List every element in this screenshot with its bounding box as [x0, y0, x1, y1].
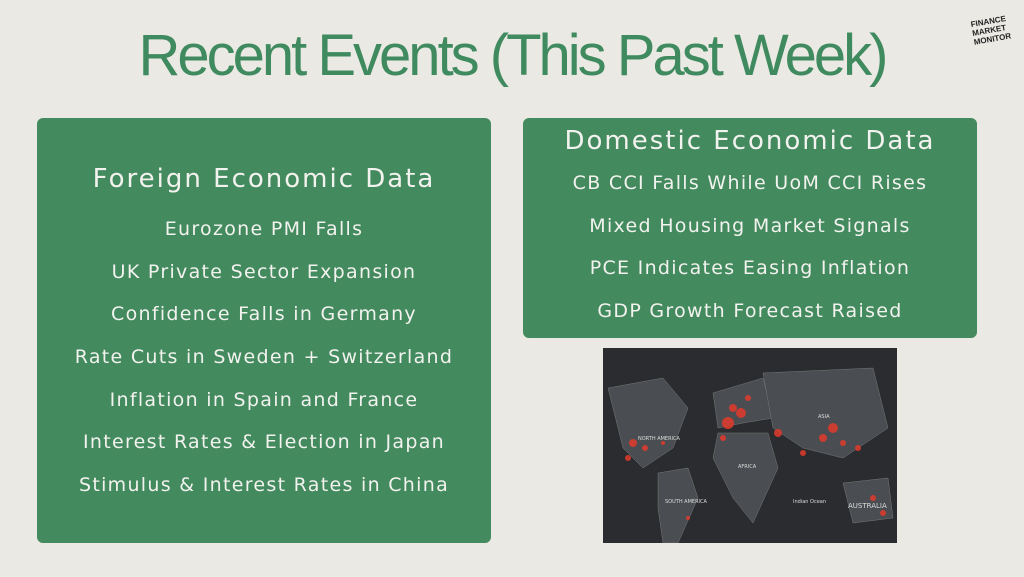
- event-item: CB CCI Falls While UoM CCI Rises: [572, 172, 928, 194]
- map-label: AUSTRALIA: [848, 502, 887, 510]
- event-item: Confidence Falls in Germany: [111, 303, 417, 326]
- event-item: Mixed Housing Market Signals: [589, 214, 911, 237]
- domestic-panel: Domestic Economic Data CB CCI Falls While…: [523, 118, 977, 338]
- map-label: NORTH AMERICA: [638, 436, 681, 442]
- world-map: NORTH AMERICA SOUTH AMERICA AFRICA ASIA …: [603, 348, 897, 543]
- map-label: AFRICA: [738, 464, 757, 470]
- panel-title: Foreign Economic Data: [92, 164, 436, 194]
- event-item: Inflation in Spain and France: [109, 388, 419, 411]
- slide-title: Recent Events (This Past Week): [138, 23, 888, 88]
- map-label: SOUTH AMERICA: [665, 499, 708, 505]
- map-label: Indian Ocean: [793, 499, 826, 505]
- event-item: Rate Cuts in Sweden + Switzerland: [74, 346, 454, 369]
- event-item: Stimulus & Interest Rates in China: [78, 474, 450, 497]
- event-item: GDP Growth Forecast Raised: [597, 300, 903, 323]
- event-item: UK Private Sector Expansion: [111, 260, 417, 283]
- map-label: ASIA: [818, 414, 830, 420]
- foreign-panel: Foreign Economic Data Eurozone PMI Falls U…: [37, 118, 491, 543]
- event-item: PCE Indicates Easing Inflation: [589, 257, 911, 280]
- event-item: Eurozone PMI Falls: [164, 218, 364, 240]
- panel-title: Domestic Economic Data: [564, 126, 936, 156]
- event-item: Interest Rates & Election in Japan: [82, 431, 446, 454]
